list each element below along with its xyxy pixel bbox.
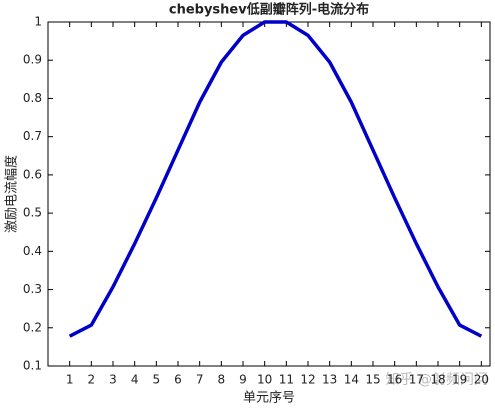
x-tick-label: 1 — [66, 373, 74, 387]
x-tick-label: 5 — [153, 373, 161, 387]
x-tick-label: 19 — [452, 373, 467, 387]
x-tick-label: 12 — [300, 373, 315, 387]
x-tick-label: 20 — [474, 373, 489, 387]
y-tick-label: 0.4 — [23, 244, 42, 258]
x-tick-label: 11 — [279, 373, 294, 387]
y-axis-label: 激励电流幅度 — [4, 155, 20, 233]
x-tick-label: 10 — [257, 373, 272, 387]
x-tick-label: 3 — [109, 373, 117, 387]
y-tick-label: 0.9 — [23, 53, 42, 67]
x-tick-label: 2 — [88, 373, 96, 387]
y-tick-label: 0.7 — [23, 129, 42, 143]
y-tick-label: 0.2 — [23, 320, 42, 334]
x-tick-label: 16 — [387, 373, 402, 387]
data-line — [68, 20, 483, 338]
x-tick-label: 17 — [409, 373, 424, 387]
y-tick-label: 1 — [34, 15, 42, 29]
x-tick-label: 6 — [174, 373, 182, 387]
y-tick-label: 0.5 — [23, 206, 42, 220]
chart-title: chebyshev低副瓣阵列-电流分布 — [169, 2, 369, 18]
y-tick-label: 0.8 — [23, 91, 42, 105]
x-tick-label: 14 — [344, 373, 359, 387]
y-tick-label: 0.6 — [23, 167, 42, 181]
x-tick-label: 13 — [322, 373, 337, 387]
x-tick-label: 7 — [196, 373, 204, 387]
x-tick-label: 4 — [131, 373, 139, 387]
x-tick-label: 18 — [430, 373, 445, 387]
plot-frame — [47, 21, 491, 367]
x-tick-label: 8 — [218, 373, 226, 387]
y-tick-label: 0.1 — [23, 359, 42, 373]
watermark: 知乎 @射频问问 — [386, 371, 488, 388]
y-tick-label: 0.3 — [23, 282, 42, 296]
x-tick-label: 9 — [239, 373, 247, 387]
x-axis-label: 单元序号 — [243, 391, 295, 406]
x-tick-label: 15 — [365, 373, 380, 387]
